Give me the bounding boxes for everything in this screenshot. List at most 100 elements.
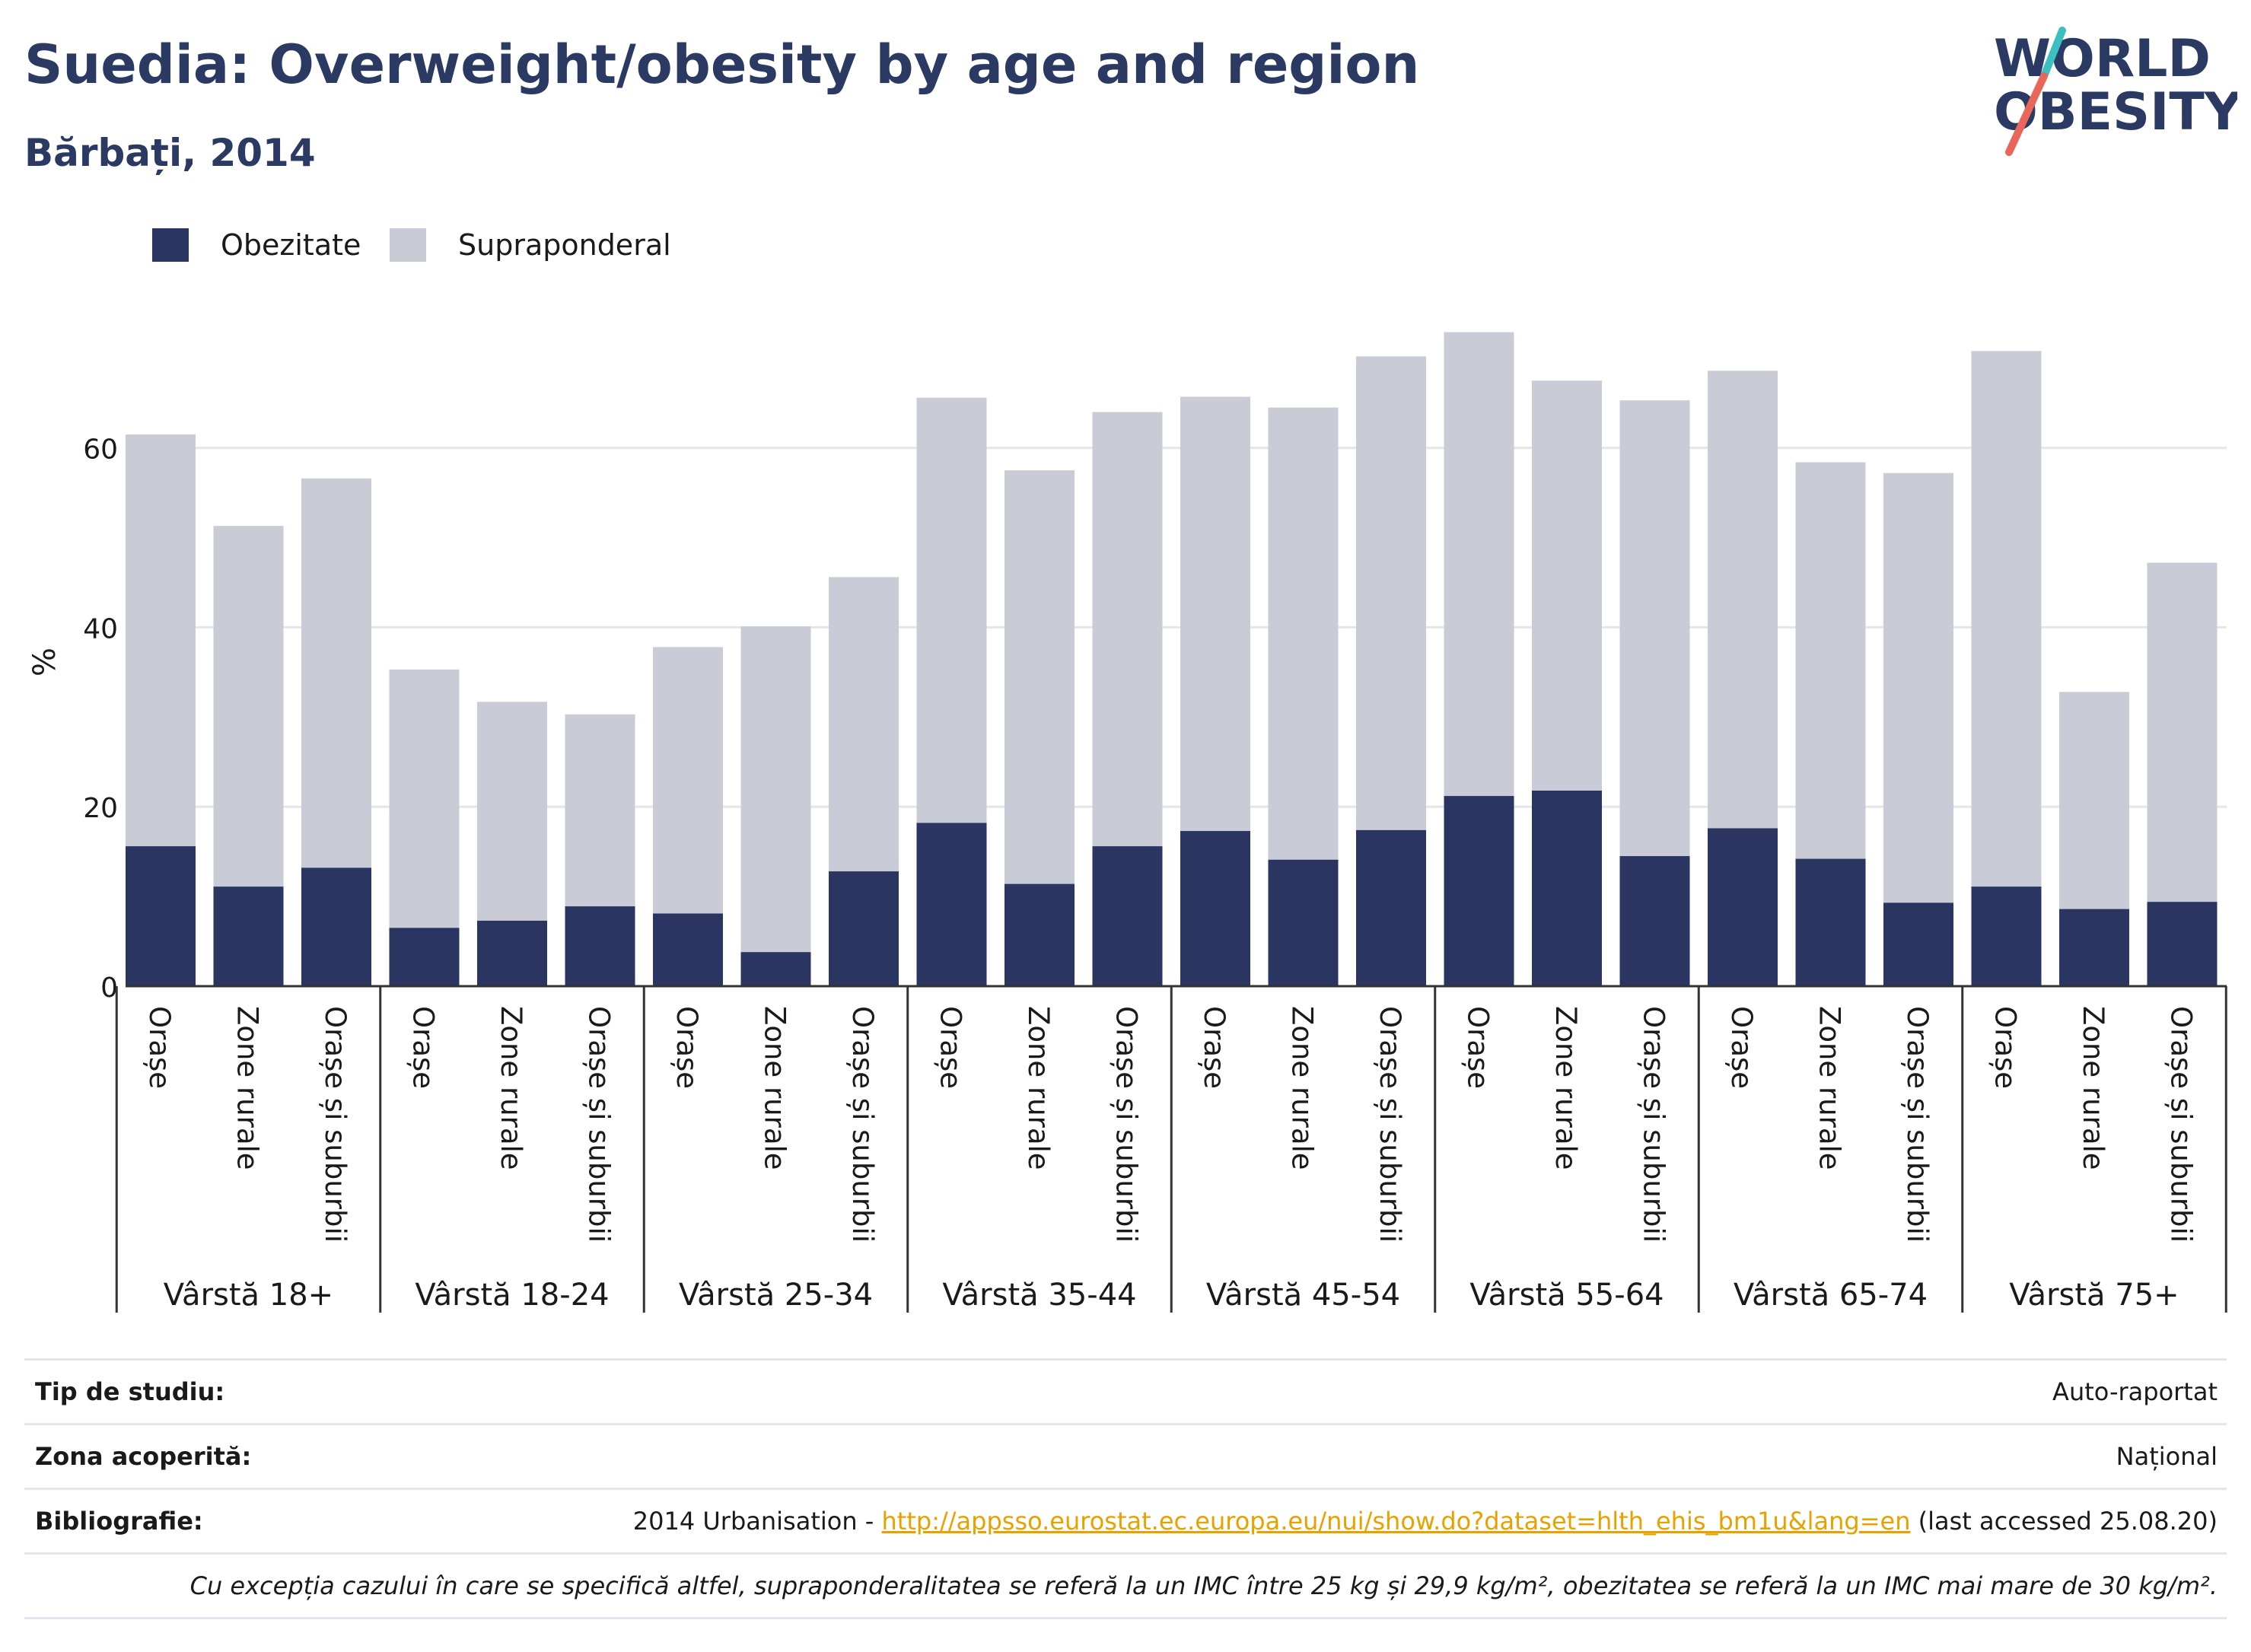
group-label: Vârstă 25-34	[679, 1278, 873, 1313]
bar-overweight	[1532, 380, 1602, 791]
x-tick-label: Zone rurale	[759, 1006, 791, 1170]
x-tick-label: Zone rurale	[2077, 1006, 2109, 1170]
bar-obesity	[1180, 831, 1250, 986]
group-label: Vârstă 45-54	[1206, 1278, 1400, 1313]
x-tick-label: Orașe și suburbii	[846, 1006, 879, 1243]
bar-obesity	[477, 920, 547, 986]
bar-obesity	[301, 867, 371, 986]
bar-overweight	[1795, 462, 1866, 859]
info-row-note: Cu excepția cazului în care se specifică…	[24, 1552, 2227, 1619]
x-tick-label: Orașe	[1462, 1006, 1495, 1089]
bar-overweight	[2059, 692, 2129, 909]
bar-obesity	[126, 846, 196, 986]
bibliography-prefix: 2014 Urbanisation -	[632, 1507, 882, 1536]
bar-obesity	[1971, 886, 2042, 986]
group-label: Vârstă 18+	[164, 1278, 333, 1313]
info-value-bibliography: 2014 Urbanisation - http://appsso.eurost…	[633, 1507, 2218, 1536]
x-tick-label: Orașe și suburbii	[583, 1006, 616, 1243]
x-tick-label: Zone rurale	[1022, 1006, 1055, 1170]
group-label: Vârstă 55-64	[1469, 1278, 1664, 1313]
x-tick-label: Orașe	[1725, 1006, 1758, 1089]
bar-overweight	[829, 577, 899, 872]
x-tick-label: Orașe	[143, 1006, 176, 1089]
bar-overweight	[301, 478, 371, 868]
info-key-coverage: Zona acoperită:	[35, 1442, 252, 1471]
x-tick-label: Orașe	[1198, 1006, 1231, 1089]
x-tick-label: Zone rurale	[1549, 1006, 1582, 1170]
bar-overweight	[1268, 407, 1339, 860]
legend-swatch-overweight	[390, 228, 426, 262]
y-tick-label: 0	[100, 972, 118, 1004]
bar-obesity	[389, 928, 460, 986]
x-tick-label: Orașe	[407, 1006, 440, 1089]
bar-overweight	[916, 397, 987, 823]
bar-overweight	[1708, 371, 1778, 829]
bar-overweight	[126, 434, 196, 847]
bar-obesity	[2059, 909, 2129, 986]
bar-overweight	[1971, 351, 2042, 887]
info-value-study-type: Auto-raportat	[2052, 1377, 2218, 1406]
info-row-bibliography: Bibliografie: 2014 Urbanisation - http:/…	[24, 1488, 2227, 1552]
legend-label-obesity: Obezitate	[221, 228, 361, 262]
info-row-study-type: Tip de studiu: Auto-raportat	[24, 1358, 2227, 1423]
bar-overweight	[1005, 470, 1075, 884]
info-key-study-type: Tip de studiu:	[35, 1377, 225, 1406]
bar-overweight	[2147, 562, 2218, 902]
world-obesity-logo: WORLD OBESITY	[1979, 23, 2243, 170]
bar-obesity	[829, 871, 899, 986]
x-tick-label: Orașe și suburbii	[1638, 1006, 1670, 1243]
bar-overweight	[565, 714, 635, 907]
bar-obesity	[1092, 846, 1163, 986]
legend-swatch-obesity	[152, 228, 189, 262]
bar-overweight	[1444, 332, 1514, 797]
bibliography-suffix: (last accessed 25.08.20)	[1910, 1507, 2218, 1536]
bar-obesity	[740, 952, 811, 986]
bar-obesity	[1356, 829, 1426, 986]
info-key-bibliography: Bibliografie:	[35, 1507, 203, 1536]
y-axis-label: %	[27, 648, 62, 676]
group-label: Vârstă 65-74	[1734, 1278, 1928, 1313]
bar-overweight	[740, 626, 811, 953]
bar-obesity	[1268, 859, 1339, 986]
x-tick-label: Zone rurale	[1286, 1006, 1319, 1170]
bar-obesity	[2147, 902, 2218, 986]
bar-overweight	[477, 702, 547, 921]
info-row-coverage: Zona acoperită: Național	[24, 1423, 2227, 1488]
bar-obesity	[1883, 902, 1953, 986]
bar-obesity	[213, 886, 284, 986]
x-tick-label: Orașe și suburbii	[1110, 1006, 1143, 1243]
bar-overweight	[1180, 396, 1250, 832]
bar-obesity	[1795, 858, 1866, 986]
bar-overweight	[653, 647, 723, 914]
bar-obesity	[1708, 828, 1778, 986]
bar-obesity	[916, 823, 987, 986]
bar-obesity	[1532, 790, 1602, 986]
x-tick-label: Zone rurale	[231, 1006, 264, 1170]
x-tick-label: Orașe	[670, 1006, 703, 1089]
info-value-coverage: Național	[2116, 1442, 2218, 1471]
chart-subtitle: Bărbați, 2014	[24, 131, 316, 175]
stacked-bar-chart: 0 20 40 60% Orașe Zone rurale Orașe și suburbi…	[27, 332, 2227, 1313]
group-label: Vârstă 35-44	[942, 1278, 1136, 1313]
bar-overweight	[1356, 356, 1426, 830]
x-tick-label: Orașe și suburbii	[1901, 1006, 1934, 1243]
bar-obesity	[565, 906, 635, 986]
definition-note: Cu excepția cazului în care se specifică…	[189, 1571, 2218, 1600]
legend-label-overweight: Supraponderal	[458, 228, 671, 262]
bar-overweight	[389, 669, 460, 928]
x-tick-label: Orașe	[1989, 1006, 2022, 1089]
y-tick-label: 40	[83, 613, 118, 645]
bar-obesity	[1444, 796, 1514, 986]
bibliography-link[interactable]: http://appsso.eurostat.ec.europa.eu/nui/…	[881, 1507, 1911, 1536]
bar-overweight	[213, 526, 284, 887]
x-tick-label: Orașe și suburbii	[319, 1006, 352, 1243]
bar-obesity	[1619, 856, 1690, 986]
bar-overweight	[1619, 400, 1690, 857]
group-label: Vârstă 75+	[2009, 1278, 2179, 1313]
x-tick-label: Orașe	[934, 1006, 967, 1089]
y-tick-label: 60	[83, 434, 118, 466]
bar-overweight	[1092, 412, 1163, 847]
chart-title: Suedia: Overweight/obesity by age and re…	[24, 33, 1420, 96]
x-tick-label: Orașe și suburbii	[2165, 1006, 2198, 1243]
bar-obesity	[1005, 883, 1075, 986]
